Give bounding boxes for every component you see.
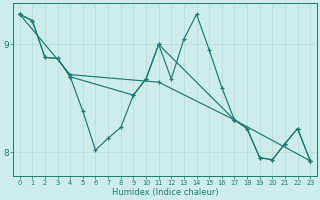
- X-axis label: Humidex (Indice chaleur): Humidex (Indice chaleur): [112, 188, 218, 197]
